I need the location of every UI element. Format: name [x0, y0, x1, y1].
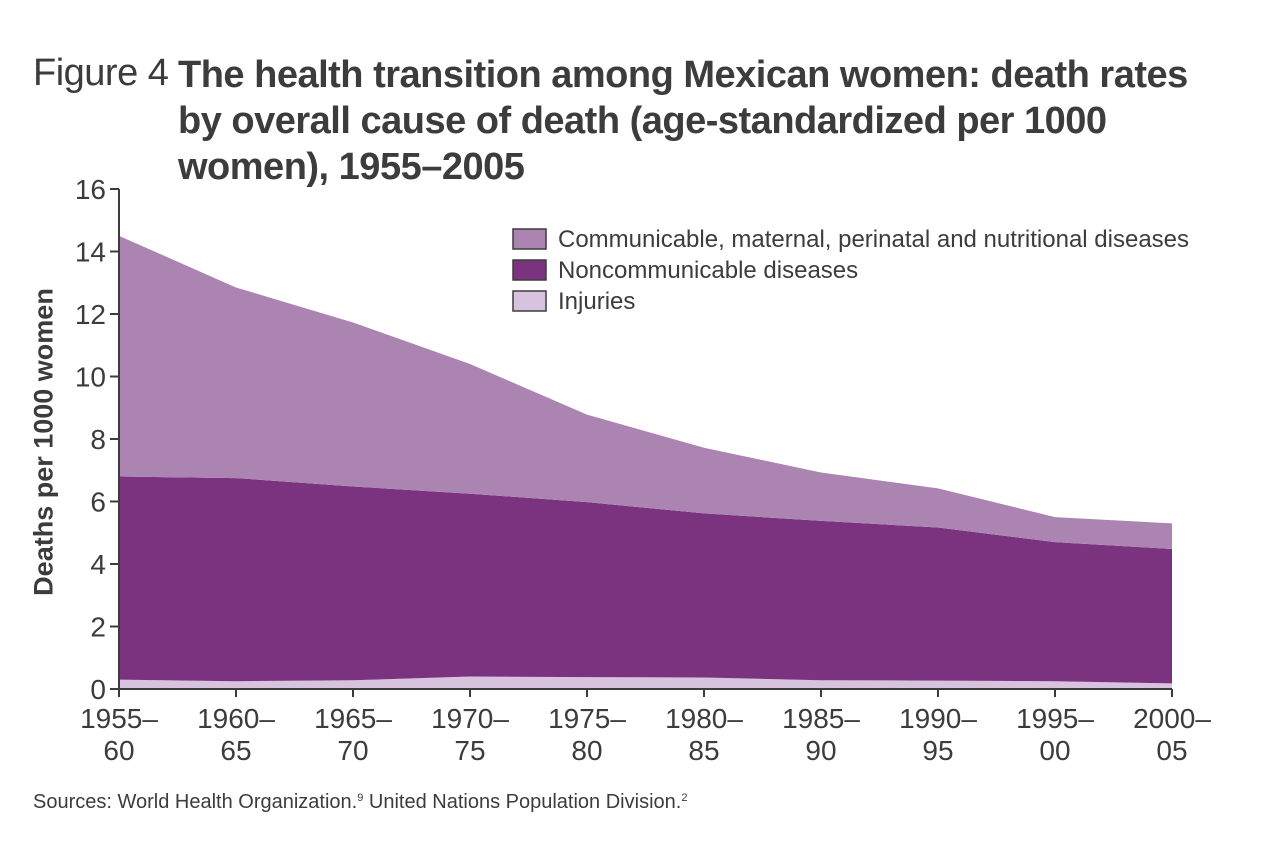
figure-label: Figure 4 [33, 52, 169, 94]
legend-label-noncommunicable-diseases: Noncommunicable diseases [558, 257, 858, 284]
x-tick-label: 1985– 90 [782, 703, 860, 766]
legend-label-communicable-maternal-perinatal-and-nutritional-diseases: Communicable, maternal, perinatal and nu… [558, 226, 1189, 253]
x-tick-label: 1980– 85 [665, 703, 743, 766]
legend-swatch-noncommunicable-diseases [512, 259, 547, 281]
y-tick-label: 10 [75, 362, 106, 393]
y-tick-label: 6 [90, 487, 106, 518]
legend-swatch-injuries [512, 290, 547, 312]
x-tick-label: 1970– 75 [431, 703, 509, 766]
area-injuries [119, 676, 1172, 689]
source-text-un: United Nations Population Division. [363, 791, 682, 813]
x-tick-label: 1975– 80 [548, 703, 626, 766]
source-ref-un: 2 [681, 792, 688, 804]
x-tick-label: 1955– 60 [80, 703, 158, 766]
y-tick-label: 2 [90, 612, 106, 643]
source-ref-who: 9 [357, 792, 364, 804]
area-communicable-maternal-perinatal-and-nutritional-diseases [119, 235, 1172, 549]
y-tick-label: 8 [90, 424, 106, 455]
sources-note: Sources: World Health Organization.9 Uni… [33, 791, 687, 814]
y-tick-label: 0 [90, 674, 106, 705]
y-tick-label: 14 [75, 237, 106, 268]
y-tick-label: 4 [90, 549, 106, 580]
chart-title: The health transition among Mexican wome… [178, 54, 1188, 188]
legend-swatch-communicable-maternal-perinatal-and-nutritional-diseases [512, 228, 547, 250]
x-tick-label: 1990– 95 [899, 703, 977, 766]
y-tick-label: 12 [75, 299, 106, 330]
x-tick-label: 1995– 00 [1016, 703, 1094, 766]
x-tick-label: 1960– 65 [197, 703, 275, 766]
x-tick-label: 1965– 70 [314, 703, 392, 766]
legend-label-injuries: Injuries [558, 288, 635, 315]
x-tick-label: 2000– 05 [1133, 703, 1211, 766]
source-text-who: Sources: World Health Organization. [33, 791, 358, 813]
y-tick-label: 16 [75, 174, 106, 205]
area-noncommunicable-diseases [119, 476, 1172, 684]
